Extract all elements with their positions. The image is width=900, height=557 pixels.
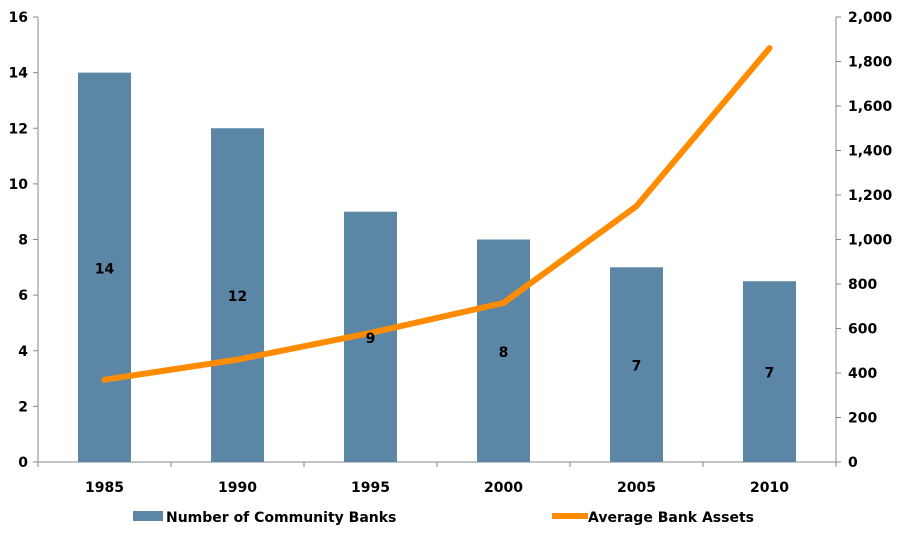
legend-swatch-bars — [133, 511, 163, 521]
right-tick-label: 1,000 — [848, 233, 893, 249]
legend: Number of Community Banks Average Bank A… — [133, 510, 754, 526]
bar — [211, 128, 264, 462]
bar-data-label: 9 — [366, 331, 376, 347]
right-tick-label: 600 — [848, 322, 877, 338]
right-tick-label: 200 — [848, 411, 877, 427]
left-tick-label: 4 — [18, 344, 28, 360]
right-tick-label: 2,000 — [848, 10, 893, 26]
legend-label-bars: Number of Community Banks — [166, 510, 396, 526]
left-tick-label: 14 — [9, 66, 29, 82]
right-tick-label: 1,800 — [848, 55, 893, 71]
right-tick-label: 800 — [848, 277, 877, 293]
right-tick-label: 1,200 — [848, 188, 893, 204]
line-series-average-bank-assets — [101, 45, 773, 383]
right-tick-label: 1,600 — [848, 99, 893, 115]
line-layer — [101, 45, 773, 383]
bar — [477, 239, 530, 462]
left-tick-label: 0 — [18, 455, 28, 471]
left-tick-label: 8 — [18, 233, 28, 249]
bar — [610, 267, 663, 462]
x-tick-label: 1985 — [85, 480, 124, 496]
x-tick-label: 2010 — [750, 480, 789, 496]
left-tick-label: 12 — [9, 121, 28, 137]
labels: 14 1985 12 1990 9 1995 8 2000 7 2005 7 2010 — [85, 261, 789, 496]
x-tick-label: 2000 — [484, 480, 523, 496]
right-tick-label: 1,400 — [848, 144, 893, 160]
right-tick-label: 0 — [848, 455, 858, 471]
legend-label-line: Average Bank Assets — [588, 510, 754, 526]
bars — [78, 72, 796, 462]
left-tick-label: 2 — [18, 399, 28, 415]
bar — [743, 281, 796, 462]
right-tick-label: 400 — [848, 366, 877, 382]
bar-data-label: 8 — [499, 345, 509, 361]
left-tick-label: 16 — [9, 10, 28, 26]
bar-data-label: 7 — [632, 359, 642, 375]
bar-data-label: 12 — [228, 289, 247, 305]
x-tick-label: 2005 — [617, 480, 656, 496]
bar-data-label: 7 — [765, 366, 775, 382]
bar — [78, 72, 131, 462]
x-tick-label: 1990 — [218, 480, 257, 496]
left-tick-label: 6 — [18, 288, 28, 304]
bar-data-label: 14 — [95, 261, 115, 277]
left-tick-label: 10 — [9, 177, 29, 193]
x-tick-label: 1995 — [351, 480, 390, 496]
axes: 0 2 4 6 8 10 12 14 16 0 200 400 600 800 1,000 1,200 1,40… — [9, 10, 893, 471]
